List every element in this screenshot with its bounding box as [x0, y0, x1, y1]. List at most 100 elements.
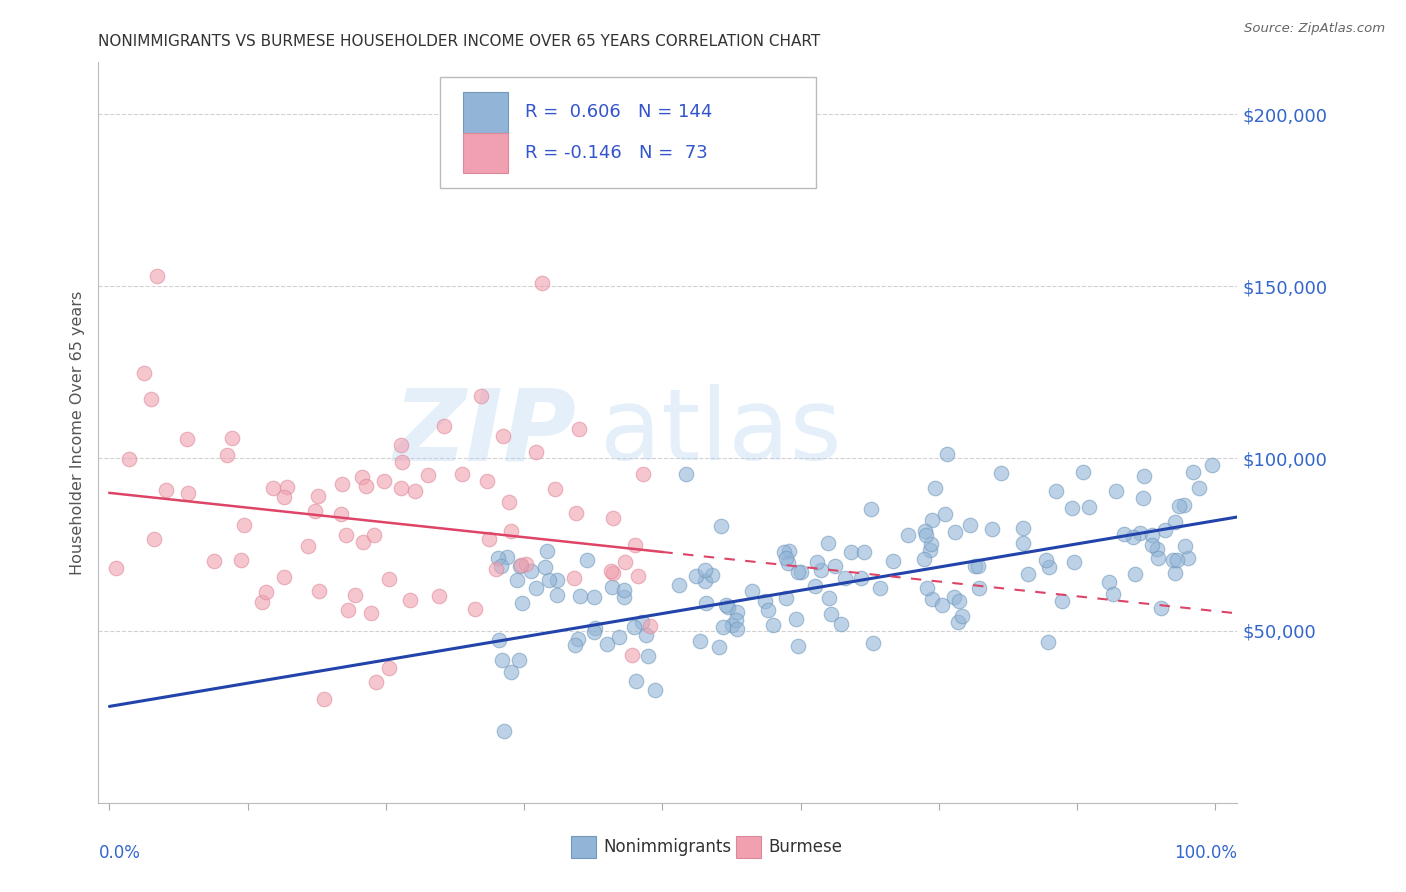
- Point: [404, 483, 426, 498]
- Point: [693, 563, 716, 577]
- Point: [626, 674, 648, 689]
- Point: [613, 583, 636, 598]
- Point: [980, 523, 1002, 537]
- Point: [1123, 566, 1146, 581]
- Point: [297, 539, 319, 553]
- Point: [741, 584, 763, 599]
- Point: [869, 581, 891, 595]
- Point: [1036, 634, 1059, 648]
- Point: [546, 589, 568, 603]
- Point: [262, 481, 284, 495]
- Point: [921, 591, 943, 606]
- Point: [139, 392, 162, 407]
- Point: [638, 619, 661, 633]
- Point: [564, 506, 586, 520]
- Point: [534, 560, 557, 574]
- Point: [1177, 550, 1199, 565]
- Point: [312, 692, 335, 706]
- Point: [475, 474, 498, 488]
- Point: [834, 571, 856, 585]
- Point: [1012, 521, 1035, 535]
- Point: [860, 502, 883, 516]
- Point: [689, 634, 711, 648]
- Point: [714, 598, 737, 612]
- Point: [1114, 527, 1136, 541]
- Point: [721, 618, 744, 632]
- Point: [498, 495, 520, 509]
- Point: [427, 589, 450, 603]
- Point: [1142, 538, 1164, 552]
- Point: [562, 571, 585, 585]
- Point: [711, 620, 734, 634]
- Point: [631, 467, 654, 482]
- Point: [478, 532, 501, 546]
- Point: [524, 444, 547, 458]
- FancyBboxPatch shape: [440, 78, 815, 188]
- Point: [1017, 566, 1039, 581]
- Point: [492, 724, 515, 739]
- Point: [485, 562, 508, 576]
- Point: [418, 468, 440, 483]
- Point: [568, 422, 591, 436]
- Point: [304, 504, 326, 518]
- Point: [501, 665, 523, 680]
- Point: [637, 648, 659, 663]
- Point: [509, 558, 531, 573]
- Point: [963, 558, 986, 573]
- Point: [862, 636, 884, 650]
- Point: [1150, 601, 1173, 615]
- Point: [451, 467, 474, 481]
- Point: [621, 648, 644, 662]
- Point: [709, 640, 731, 654]
- Point: [229, 553, 252, 567]
- Point: [335, 528, 357, 542]
- Point: [1012, 536, 1035, 550]
- Point: [775, 550, 797, 565]
- Point: [377, 661, 399, 675]
- Point: [492, 428, 515, 442]
- Point: [524, 581, 547, 595]
- Point: [804, 579, 827, 593]
- Point: [942, 590, 965, 604]
- Point: [915, 528, 938, 542]
- Point: [931, 599, 953, 613]
- Point: [778, 544, 800, 558]
- Point: [273, 490, 295, 504]
- Point: [356, 479, 378, 493]
- Text: 0.0%: 0.0%: [98, 844, 141, 862]
- Point: [897, 528, 920, 542]
- Bar: [463, 92, 509, 133]
- Point: [330, 476, 353, 491]
- Point: [583, 621, 606, 635]
- Point: [853, 544, 876, 558]
- Point: [544, 482, 567, 496]
- Point: [810, 563, 832, 577]
- Point: [1050, 594, 1073, 608]
- Text: ZIP: ZIP: [394, 384, 576, 481]
- Point: [806, 555, 828, 569]
- Point: [146, 268, 169, 283]
- Point: [569, 589, 592, 603]
- Text: R =  0.606   N = 144: R = 0.606 N = 144: [526, 103, 713, 121]
- Point: [624, 538, 647, 552]
- Point: [1166, 553, 1188, 567]
- Point: [786, 565, 808, 579]
- Point: [600, 564, 623, 578]
- Point: [830, 616, 852, 631]
- Point: [398, 593, 420, 607]
- Point: [1038, 559, 1060, 574]
- Point: [1140, 528, 1163, 542]
- Point: [636, 627, 658, 641]
- Point: [1063, 555, 1085, 569]
- Point: [530, 276, 553, 290]
- Point: [464, 602, 486, 616]
- Point: [360, 607, 382, 621]
- Point: [623, 620, 645, 634]
- Point: [546, 573, 568, 587]
- Point: [520, 564, 543, 578]
- Point: [946, 615, 969, 630]
- Point: [849, 571, 872, 585]
- Point: [104, 561, 127, 575]
- Point: [920, 542, 942, 557]
- Text: 100.0%: 100.0%: [1174, 844, 1237, 862]
